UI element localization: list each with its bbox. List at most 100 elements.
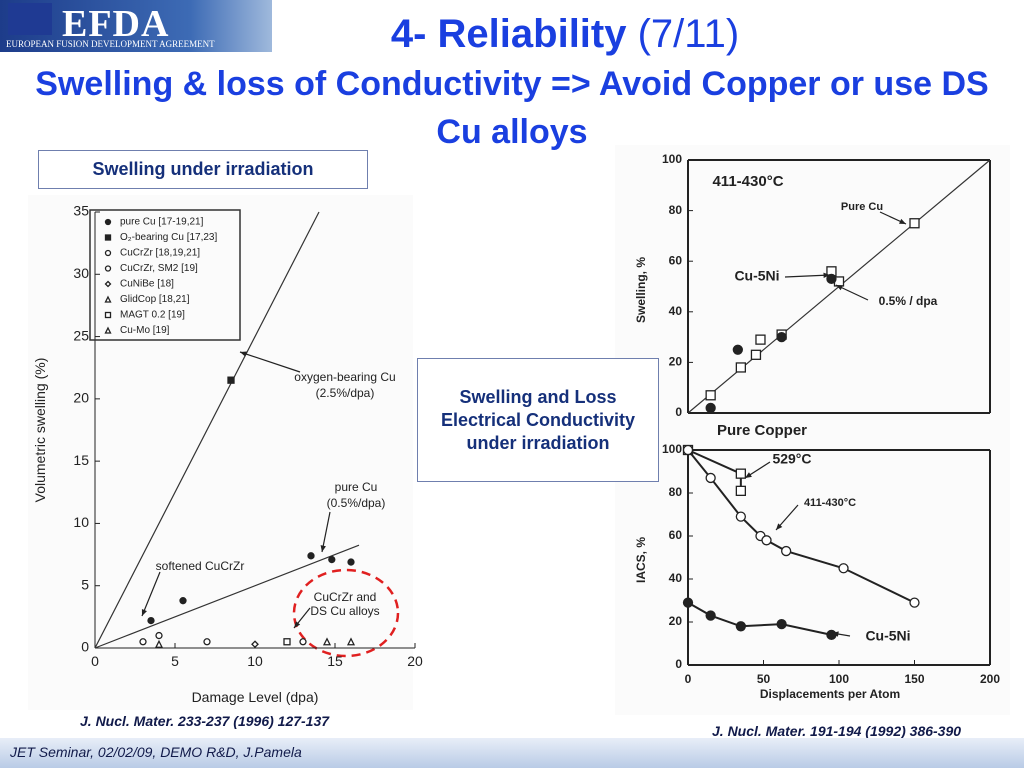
scan-right xyxy=(615,145,1010,715)
y-tick-label: 80 xyxy=(669,485,683,499)
title-main: 4- Reliability xyxy=(390,12,627,56)
marker xyxy=(755,334,766,345)
annotation: oxygen-bearing Cu xyxy=(294,370,395,384)
marker xyxy=(322,637,332,646)
y-tick-label: 10 xyxy=(73,514,89,530)
left-reference: J. Nucl. Mater. 233-237 (1996) 127-137 xyxy=(80,713,330,729)
marker xyxy=(826,273,837,285)
arrow-head xyxy=(320,545,326,552)
series-label: 411-430°C xyxy=(804,497,856,509)
y-tick-label: 80 xyxy=(669,203,683,217)
scan-left xyxy=(28,195,413,710)
marker xyxy=(104,249,112,257)
slide-subtitle: Swelling & loss of Conductivity => Avoid… xyxy=(35,65,989,151)
x-tick-label: 50 xyxy=(757,672,771,686)
series-label: 529°C xyxy=(772,451,811,467)
marker xyxy=(104,311,112,319)
y-tick-label: 40 xyxy=(669,571,683,585)
marker xyxy=(251,640,259,649)
arrow xyxy=(239,351,301,373)
marker xyxy=(147,616,155,625)
legend-label: MAGT 0.2 [19] xyxy=(120,310,185,321)
annotation: (0.5%/dpa) xyxy=(327,496,386,510)
y-tick-label: 60 xyxy=(669,528,683,542)
x-axis-label: Displacements per Atom xyxy=(760,687,900,701)
logo: EFDA EUROPEAN FUSION DEVELOPMENT AGREEME… xyxy=(0,0,272,52)
arrow-head xyxy=(240,351,247,357)
legend-label: O₂-bearing Cu [17,23] xyxy=(120,232,217,243)
marker xyxy=(227,376,235,384)
y-axis-label: Volumetric swelling (%) xyxy=(32,358,48,503)
y-tick-label: 60 xyxy=(669,253,683,267)
marker xyxy=(776,619,787,630)
marker xyxy=(838,563,849,574)
marker xyxy=(682,597,694,608)
arrow-head xyxy=(832,631,839,637)
marker xyxy=(735,511,746,522)
legend-label: CuCrZr, SM2 [19] xyxy=(120,263,198,274)
y-tick-label: 5 xyxy=(81,576,89,592)
y-axis-label: Swelling, % xyxy=(634,257,648,323)
marker xyxy=(705,390,716,401)
arrow-head xyxy=(776,523,783,530)
y-tick-label: 40 xyxy=(669,304,683,318)
marker xyxy=(682,444,694,456)
x-tick-label: 20 xyxy=(407,653,423,669)
marker xyxy=(307,552,315,560)
footer: JET Seminar, 02/02/09, DEMO R&D, J.Pamel… xyxy=(0,738,1024,768)
footer-text: JET Seminar, 02/02/09, DEMO R&D, J.Pamel… xyxy=(10,744,302,760)
y-tick-label: 0 xyxy=(675,405,682,419)
chart-title: Pure Copper xyxy=(717,422,807,439)
y-tick-label: 20 xyxy=(669,355,683,369)
marker xyxy=(781,545,792,557)
annotation: CuCrZr and xyxy=(314,590,377,604)
annotation: pure Cu xyxy=(335,480,378,494)
marker xyxy=(104,234,112,241)
x-axis-label: Damage Level (dpa) xyxy=(192,689,319,705)
y-tick-label: 100 xyxy=(662,152,682,166)
annotation: 0.5% / dpa xyxy=(879,294,938,308)
marker xyxy=(104,326,112,334)
legend-box xyxy=(89,209,241,341)
marker xyxy=(104,295,112,303)
y-tick-label: 15 xyxy=(73,452,89,468)
marker xyxy=(761,535,772,546)
arrow xyxy=(321,511,331,553)
marker xyxy=(179,597,187,605)
marker xyxy=(735,621,746,632)
y-tick-label: 25 xyxy=(73,327,89,343)
series-label: Cu-5Ni xyxy=(734,268,779,284)
x-tick-label: 150 xyxy=(904,672,924,686)
arrow xyxy=(784,274,831,278)
x-tick-label: 15 xyxy=(327,653,343,669)
marker xyxy=(735,468,746,479)
x-tick-label: 5 xyxy=(171,653,179,669)
eu-flag xyxy=(8,3,52,35)
marker xyxy=(732,344,743,355)
x-tick-label: 10 xyxy=(247,653,263,669)
marker xyxy=(705,472,716,484)
marker xyxy=(346,637,356,646)
annotation: softened CuCrZr xyxy=(156,559,245,573)
marker xyxy=(299,638,307,646)
marker xyxy=(705,402,716,414)
marker xyxy=(104,265,112,272)
arrow-head xyxy=(141,609,147,616)
marker xyxy=(735,485,746,497)
x-tick-label: 0 xyxy=(685,672,692,686)
fit-line xyxy=(94,211,320,649)
marker xyxy=(776,331,787,343)
annotation: DS Cu alloys xyxy=(310,604,379,618)
charts: 0 5 10 15 20 25 30 35 0 5 10 15 20 Volumetric swellin… xyxy=(28,145,1010,715)
center-label-box: Swelling and Loss Electrical Conductivit… xyxy=(417,358,659,482)
logo-subtitle: EUROPEAN FUSION DEVELOPMENT AGREEMENT xyxy=(6,39,215,49)
y-tick-label: 0 xyxy=(81,639,89,655)
marker xyxy=(750,349,762,360)
series-label: Cu-5Ni xyxy=(865,628,910,644)
legend-label: CuCrZr [18,19,21] xyxy=(120,248,200,259)
marker xyxy=(909,218,920,229)
arrow-head xyxy=(899,218,906,224)
chart-title: 411-430°C xyxy=(712,173,783,190)
slide-title: 4- Reliability (7/11) xyxy=(270,12,860,57)
